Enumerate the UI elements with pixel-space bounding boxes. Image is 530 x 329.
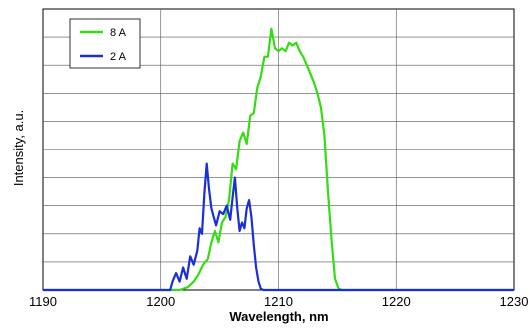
series-line-2a <box>43 162 514 292</box>
x-tick-label: 1220 <box>382 294 411 309</box>
legend-label-8a: 8 A <box>110 27 127 39</box>
x-tick-labels: 1190 1200 1210 1220 1230 <box>29 294 528 309</box>
x-axis-title: Wavelength, nm <box>229 309 328 324</box>
series-line-8a <box>43 27 514 292</box>
legend-label-2a: 2 A <box>110 51 127 63</box>
x-tick-label: 1210 <box>264 294 293 309</box>
legend: 8 A 2 A <box>69 18 141 69</box>
legend-box <box>69 18 141 69</box>
x-tick-label: 1200 <box>146 294 175 309</box>
x-tick-label: 1230 <box>500 294 529 309</box>
y-axis-title: Intensity, a.u. <box>11 110 26 186</box>
x-tick-label: 1190 <box>29 294 57 309</box>
series-layer <box>43 27 514 292</box>
